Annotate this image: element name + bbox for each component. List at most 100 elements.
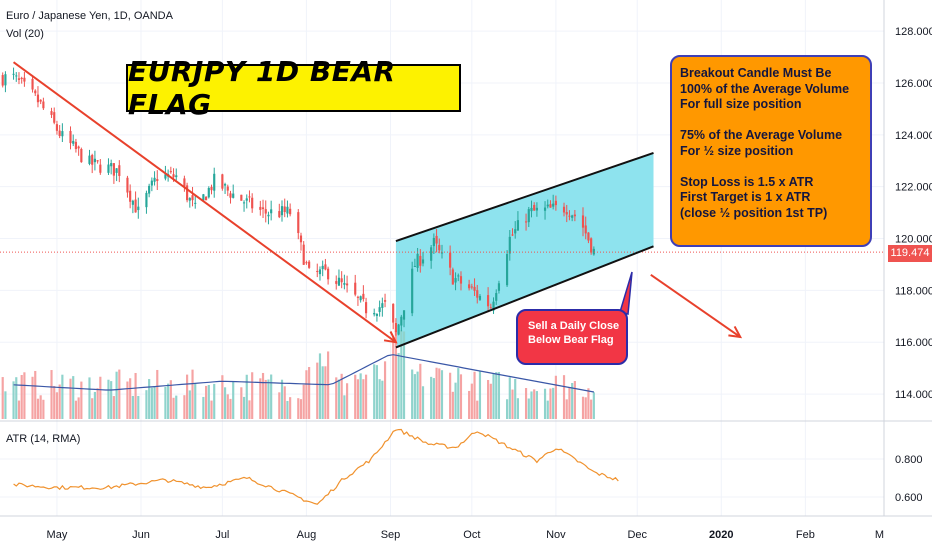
candle-body <box>286 206 289 214</box>
atr-tick-label: 0.600 <box>895 492 923 504</box>
volume-bar <box>210 400 213 419</box>
candle-body <box>118 165 121 176</box>
candle-body <box>381 303 384 308</box>
candle-body <box>112 163 115 176</box>
candle-body <box>562 206 566 213</box>
volume-bar <box>164 386 167 419</box>
volume-bar <box>554 375 557 419</box>
candle-body <box>229 193 232 198</box>
candle-body <box>183 178 186 187</box>
candle-body <box>91 155 94 165</box>
price-tick-label: 124.000 <box>895 130 932 142</box>
candle-body <box>511 234 514 236</box>
volume-bar <box>440 370 444 419</box>
volume-bar <box>53 385 56 419</box>
volume-bar <box>88 377 91 419</box>
candle-body <box>470 286 473 288</box>
volume-bar <box>459 374 463 419</box>
volume-bar <box>126 381 129 419</box>
volume-bar <box>283 386 286 419</box>
note-line: 75% of the Average Volume <box>680 128 843 142</box>
candle-body <box>129 190 132 202</box>
candle-body <box>378 307 381 312</box>
candle-body <box>440 252 444 254</box>
candle-body <box>524 221 528 223</box>
volume-bar <box>308 367 311 419</box>
bear-flag-channel <box>395 152 654 348</box>
candle-body <box>451 269 454 285</box>
volume-bar <box>318 353 322 419</box>
candle-body <box>549 204 552 208</box>
candle-body <box>145 192 148 208</box>
candle-body <box>571 215 574 218</box>
candle-body <box>421 259 425 264</box>
volume-bar <box>568 387 571 419</box>
volume-bar <box>362 379 365 419</box>
volume-bar <box>112 396 115 419</box>
candle-body <box>375 313 379 316</box>
candle-body <box>478 295 482 300</box>
candle-body <box>69 130 72 144</box>
candle-body <box>497 283 501 291</box>
volume-bar <box>150 387 153 419</box>
time-tick-label: M <box>875 529 884 541</box>
volume-bar <box>207 385 210 419</box>
candle-body <box>232 193 235 198</box>
candle-body <box>289 208 292 215</box>
candle-body <box>74 141 78 150</box>
volume-bar <box>129 378 132 419</box>
volume-bar <box>416 371 419 419</box>
note-line: Stop Loss is 1.5 x ATR <box>680 174 814 189</box>
volume-bar <box>476 400 479 419</box>
candle-body <box>430 247 433 261</box>
candle-body <box>340 278 343 283</box>
trade-rules-note: Breakout Candle Must Be 100% of the Avera… <box>670 55 872 247</box>
candle-body <box>259 206 262 210</box>
time-tick-label: Oct <box>463 529 480 541</box>
volume-bar <box>20 375 23 419</box>
atr-panel <box>0 420 932 505</box>
candle-body <box>58 130 61 136</box>
note-line <box>680 113 862 129</box>
candle-body <box>459 276 463 284</box>
volume-bar <box>468 390 471 419</box>
time-tick-label: Feb <box>796 529 815 541</box>
volume-bar <box>381 380 384 419</box>
candle-body <box>169 171 172 173</box>
volume-bar <box>261 372 265 419</box>
candle-body <box>419 255 422 266</box>
volume-bar <box>505 399 509 419</box>
candle-body <box>221 174 224 189</box>
candle-body <box>202 194 205 201</box>
candle-body <box>96 160 99 162</box>
candle-body <box>364 302 368 314</box>
volume-bar <box>573 381 576 419</box>
volume-bar <box>12 381 15 419</box>
volume-bar <box>354 374 357 419</box>
volume-bar <box>69 378 72 419</box>
candle-body <box>321 265 324 270</box>
candle-body <box>324 264 327 270</box>
volume-bar <box>457 368 460 419</box>
volume-bar <box>487 379 490 419</box>
volume-bar <box>280 379 284 419</box>
downtrend-arrowhead <box>383 331 398 344</box>
candle-body <box>305 262 308 264</box>
candle-body <box>533 204 536 211</box>
volume-bar <box>251 372 254 419</box>
banner-text: EURJPY 1D BEAR FLAG <box>128 55 396 121</box>
flag-upper-line <box>395 152 654 243</box>
volume-bar <box>42 399 45 419</box>
candle-body <box>400 316 403 326</box>
candle-body <box>299 235 303 243</box>
candle-body <box>552 203 555 207</box>
volume-bar <box>299 399 303 419</box>
volume-bar <box>454 382 457 419</box>
time-tick-label: Aug <box>297 529 317 541</box>
candle-body <box>476 290 479 298</box>
candle-body <box>36 94 40 103</box>
volume-bar <box>264 379 267 419</box>
candle-body <box>164 174 167 179</box>
volume-bar <box>302 384 305 419</box>
